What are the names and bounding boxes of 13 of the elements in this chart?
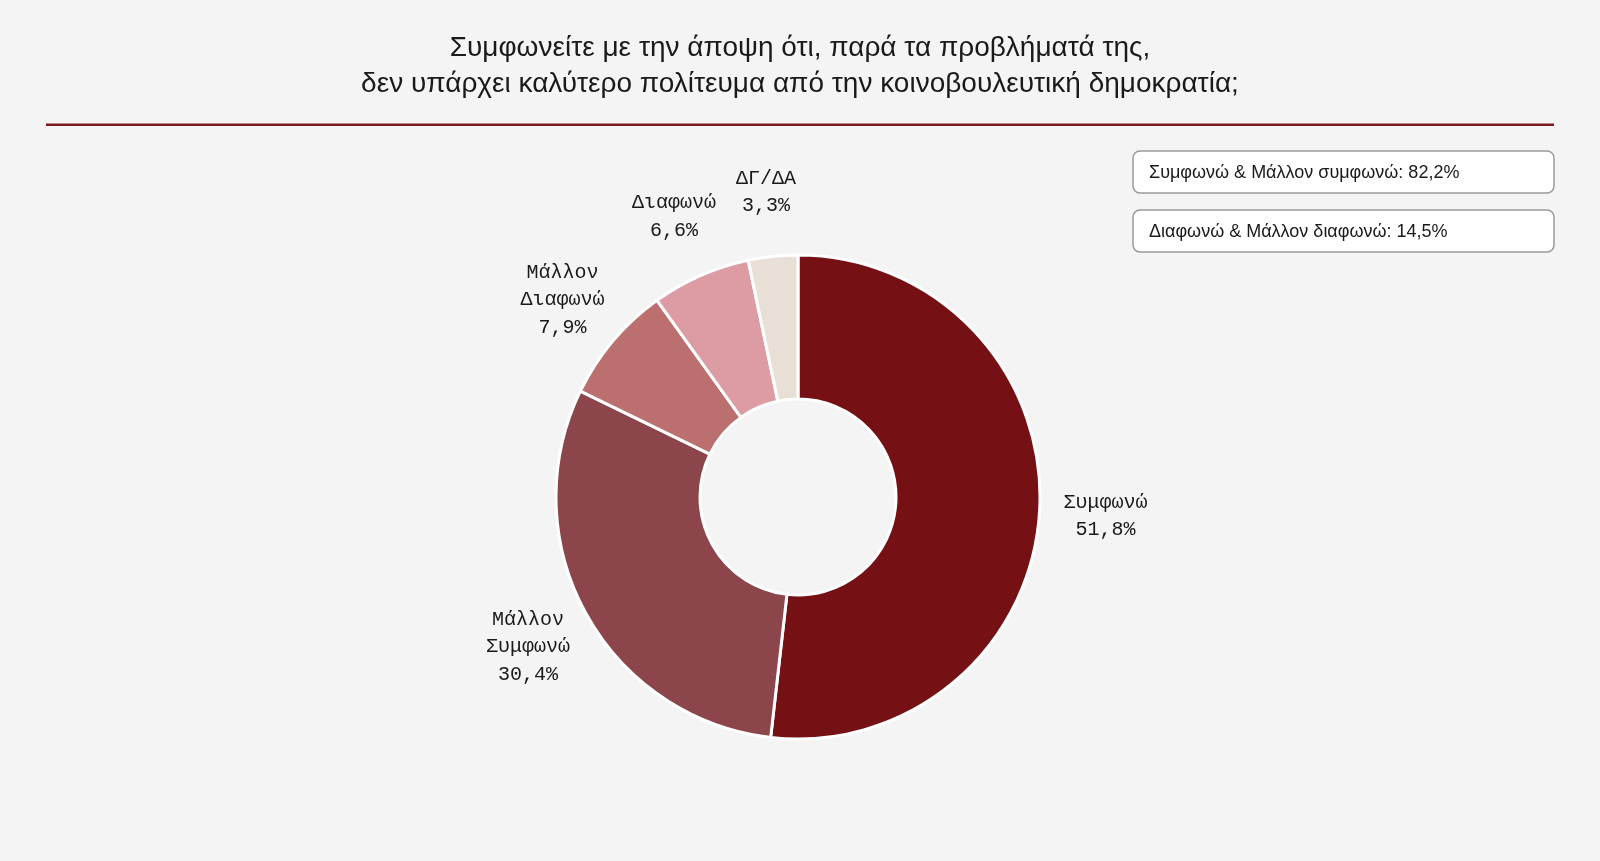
slice-label: ΔΓ/ΔΑ (736, 166, 797, 190)
text: Συμφωνώ & Μάλλον συμφωνώ: 82,2% (1149, 162, 1460, 182)
data-label: 7,9% (538, 315, 588, 339)
data-label: 6,6% (649, 218, 699, 242)
chart-title: Συμφωνείτε με την άποψη ότι, παρά τα προβλήματά της, δεν υπάρχει καλύτερο πολίτευμα από την κοινοβουλευτική δημοκρατία; (361, 31, 1239, 98)
data-label: 3,3% (742, 194, 792, 218)
slice-label: Συμφωνώ (1063, 490, 1148, 514)
text: Διαφωνώ & Μάλλον διαφωνώ: 14,5% (1149, 221, 1448, 241)
data-label: 30,4% (498, 662, 560, 686)
slice-label: Μάλλον Διαφωνώ (520, 260, 605, 312)
slice-label: Μάλλον Συμφωνώ (486, 607, 571, 659)
data-label: 51,8% (1075, 518, 1137, 542)
slice-label: Διαφωνώ (631, 191, 716, 215)
